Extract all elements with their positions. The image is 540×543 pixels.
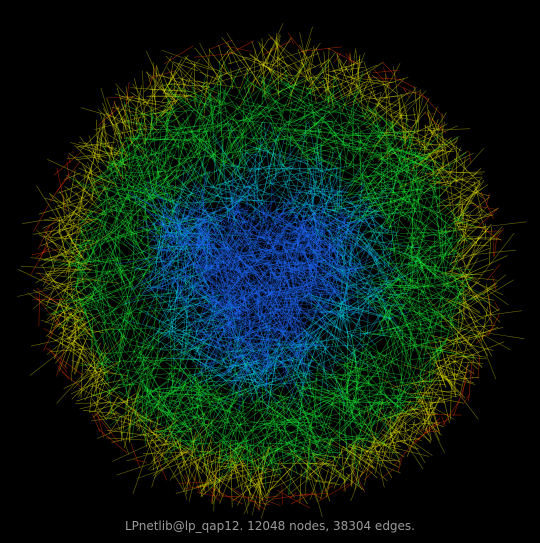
graph-edge	[75, 229, 98, 259]
graph-edge	[488, 314, 499, 336]
graph-edge	[73, 335, 125, 389]
graph-edge	[154, 373, 175, 375]
graph-edge	[332, 340, 379, 394]
graph-edge	[429, 355, 430, 383]
graph-edge	[407, 256, 485, 296]
graph-edge	[364, 61, 377, 100]
graph-edge	[291, 37, 294, 45]
graph-edge	[34, 204, 50, 232]
graph-edge	[148, 414, 205, 470]
graph-edge	[290, 43, 321, 85]
graph-edge	[277, 476, 279, 478]
graph-edge	[286, 455, 298, 479]
graph-edge	[489, 227, 491, 265]
graph-edge	[47, 159, 105, 186]
graph-edge	[464, 297, 496, 379]
graph-edge	[136, 422, 137, 427]
graph-edge	[194, 476, 199, 492]
graph-edge	[280, 88, 307, 106]
graph-edge	[282, 485, 283, 505]
graph-edge	[372, 229, 400, 268]
edge-layer	[17, 23, 526, 518]
graph-edge	[399, 79, 415, 87]
graph-edge	[106, 140, 122, 180]
graph-edge	[346, 77, 408, 96]
graph-edge	[170, 335, 173, 391]
graph-edge	[285, 139, 367, 161]
graph-edge	[315, 404, 336, 463]
graph-edge	[106, 161, 153, 193]
graph-edge	[330, 60, 346, 95]
graph-edge	[165, 358, 211, 359]
graph-edge	[164, 46, 193, 64]
graph-edge	[434, 360, 484, 363]
graph-edge	[284, 67, 292, 96]
graph-edge	[440, 148, 484, 196]
graph-edge	[469, 362, 472, 401]
graph-edge	[348, 371, 379, 397]
graph-edge	[301, 45, 314, 100]
graph-edge	[200, 43, 222, 85]
graph-edge	[312, 374, 398, 378]
graph-edge	[211, 488, 242, 504]
graph-edge	[199, 118, 200, 155]
graph-edge	[352, 445, 353, 487]
graph-edge	[38, 226, 49, 249]
graph-edge	[310, 331, 353, 380]
graph-edge	[39, 292, 40, 326]
graph-edge	[461, 327, 498, 342]
graph-edge	[92, 414, 100, 432]
graph-edge	[448, 316, 510, 350]
graph-caption: LPnetlib@lp_qap12. 12048 nodes, 38304 ed…	[0, 519, 540, 533]
graph-edge	[92, 399, 106, 420]
graph-edge	[190, 99, 192, 100]
graph-edge	[452, 280, 514, 317]
graph-edge	[332, 409, 363, 436]
graph-edge	[472, 245, 489, 246]
graph-edge	[312, 398, 357, 460]
graph-edge	[288, 140, 315, 152]
graph-edge	[347, 225, 378, 227]
graph-edge	[406, 148, 454, 152]
graph-edge	[409, 419, 415, 444]
graph-edge	[126, 125, 145, 136]
graph-edge	[32, 249, 59, 254]
graph-edge	[410, 310, 435, 360]
graph-edge	[78, 146, 107, 158]
graph-edge	[71, 379, 104, 394]
graph-edge	[343, 122, 367, 124]
graph-edge	[469, 151, 471, 163]
graph-edge	[487, 264, 500, 280]
graph-edge	[57, 187, 113, 207]
graph-edge	[180, 482, 209, 483]
graph-edge	[328, 122, 341, 159]
graph-edge	[336, 462, 358, 473]
graph-edge	[494, 239, 496, 257]
graph-edge	[421, 291, 440, 361]
graph-edge	[398, 85, 428, 99]
graph-edge	[57, 162, 80, 192]
graph-edge	[462, 233, 515, 301]
graph-edge	[112, 435, 168, 461]
graph-edge	[36, 248, 49, 258]
graph-edge	[326, 456, 335, 498]
graph-edge	[444, 178, 451, 206]
graph-edge	[130, 368, 203, 369]
graph-edge	[319, 484, 349, 501]
graph-edge	[454, 360, 462, 385]
graph-edge	[478, 356, 480, 379]
graph-edge	[131, 443, 140, 468]
graph-edge	[397, 414, 436, 415]
graph-edge	[371, 442, 392, 478]
graph-edge	[374, 69, 386, 82]
graph-edge	[442, 113, 443, 169]
graph-edge	[309, 64, 317, 103]
